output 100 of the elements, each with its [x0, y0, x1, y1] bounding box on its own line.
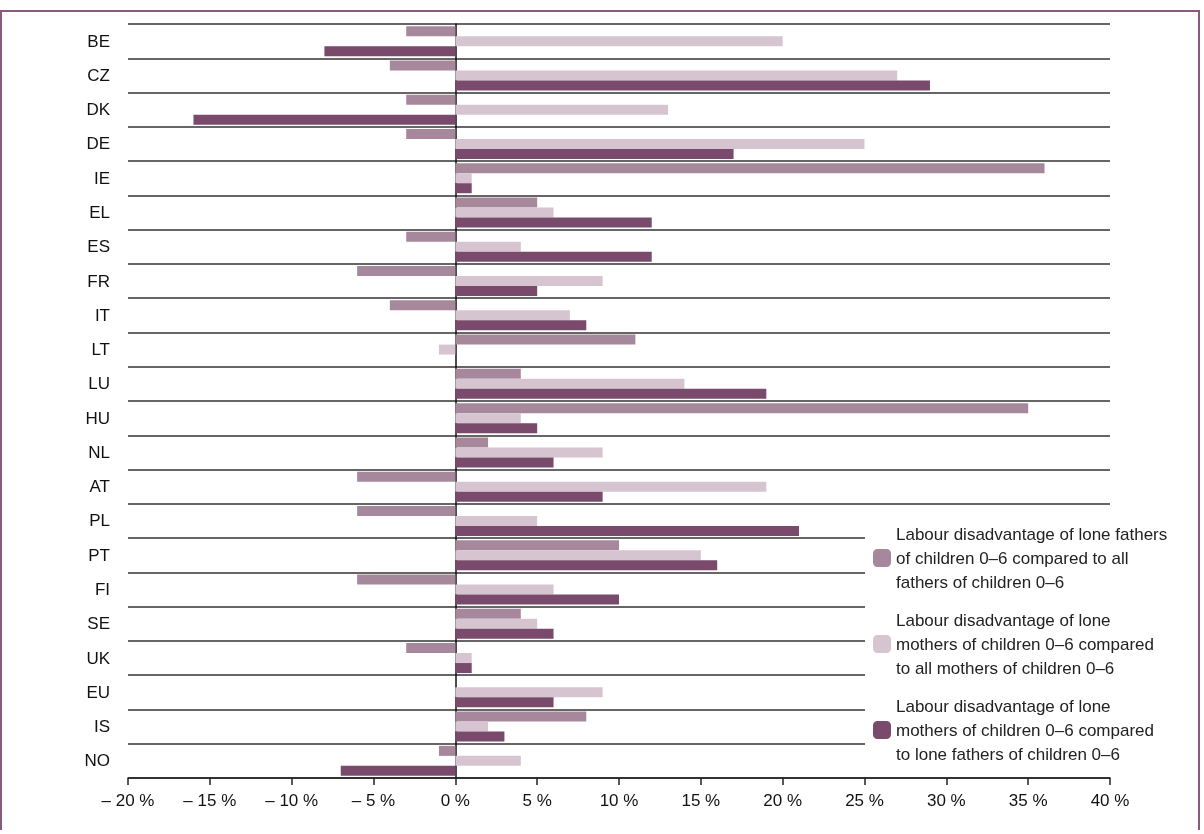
bar: [455, 378, 685, 389]
y-tick-label: DE: [86, 134, 110, 154]
x-tick-label: 10 %: [599, 791, 639, 810]
bar: [438, 344, 456, 355]
bar: [455, 197, 538, 208]
bar: [455, 697, 554, 708]
bar: [455, 687, 603, 698]
y-tick-label: BE: [87, 31, 110, 51]
bar: [455, 388, 767, 399]
y-tick-label: FI: [94, 580, 110, 599]
bar: [455, 173, 472, 184]
bar: [193, 114, 456, 125]
y-tick-label: ES: [87, 237, 110, 257]
x-tick-label: 15 %: [681, 791, 721, 810]
bar: [406, 128, 456, 139]
bar: [455, 628, 554, 639]
bar: [455, 276, 603, 287]
x-tick-label: 30 %: [926, 791, 966, 810]
x-tick-label: 5 %: [522, 791, 552, 810]
legend-label: Labour disadvantage of lone mothers of children 0–6 compared to all mothers of children 0–6: [896, 610, 1159, 678]
bar: [455, 663, 472, 674]
y-tick-label: PL: [89, 511, 110, 531]
bar: [455, 207, 554, 218]
y-tick-label: FR: [87, 271, 110, 291]
y-tick-label: CZ: [87, 65, 110, 85]
x-tick-label: 20 %: [763, 791, 803, 810]
bar: [455, 423, 538, 434]
bar: [406, 231, 456, 242]
x-tick-label: – 5 %: [351, 791, 396, 810]
bar: [406, 26, 456, 37]
bar: [455, 525, 800, 536]
y-tick-label: IE: [93, 168, 110, 188]
legend-label: Labour disadvantage of lone mothers of children 0–6 compared to lone fathers of children 0–6: [896, 696, 1159, 764]
bar: [455, 437, 489, 448]
y-tick-label: LT: [91, 340, 110, 360]
bar: [389, 60, 456, 71]
y-tick-label: AT: [89, 477, 110, 497]
y-tick-label: PT: [88, 545, 110, 565]
bar: [455, 755, 521, 766]
y-tick-label: IS: [93, 717, 110, 737]
bar: [438, 745, 456, 756]
x-tick-label: – 20 %: [101, 791, 155, 810]
bar: [357, 574, 456, 585]
bar: [455, 721, 489, 732]
y-tick-label: HU: [85, 408, 110, 428]
y-tick-label: IT: [94, 305, 110, 325]
bar: [455, 251, 652, 262]
bar: [455, 515, 538, 526]
y-tick-label: NL: [88, 442, 110, 462]
y-tick-label: UK: [86, 648, 111, 668]
bar: [324, 46, 456, 57]
bar: [406, 94, 456, 105]
x-tick-label: 35 %: [1008, 791, 1048, 810]
bar: [455, 163, 1045, 174]
bar: [455, 320, 587, 331]
bar: [455, 413, 521, 424]
bar: [455, 217, 652, 228]
bar: [357, 505, 456, 516]
y-tick-label: DK: [86, 100, 111, 120]
bar: [455, 447, 603, 458]
bar: [455, 481, 767, 492]
bar: [455, 334, 636, 345]
bar: [455, 618, 538, 629]
bar: [389, 300, 456, 311]
bar: [357, 266, 456, 277]
bar: [455, 368, 521, 379]
y-tick-label: SE: [87, 614, 110, 634]
bar: [455, 183, 472, 194]
legend-label: Labour disadvantage of lone fathers of children 0–6 compared to all fathers of children 0–6: [896, 524, 1172, 592]
bar: [455, 550, 701, 561]
bar: [455, 491, 603, 502]
y-tick-label: LU: [88, 374, 110, 394]
bar: [455, 241, 521, 252]
x-tick-label: – 10 %: [265, 791, 319, 810]
y-tick-label: NO: [84, 751, 110, 771]
bar: [455, 653, 472, 664]
bar: [455, 540, 619, 551]
x-tick-label: 25 %: [845, 791, 884, 810]
bar: [455, 731, 505, 742]
bar: [455, 608, 521, 619]
bar: [455, 560, 718, 571]
x-tick-label: 0 %: [440, 791, 470, 810]
x-tick-label: 40 %: [1090, 791, 1130, 810]
bar: [455, 104, 669, 115]
bar: [455, 584, 554, 595]
bar: [406, 643, 456, 654]
bar: [455, 138, 865, 149]
bar: [455, 286, 538, 297]
bar: [455, 310, 570, 321]
bar: [455, 594, 619, 605]
bar: [455, 148, 734, 159]
bar: [455, 36, 783, 47]
bar: [340, 765, 456, 776]
bar: [455, 711, 587, 722]
bar: [455, 403, 1029, 414]
bar: [455, 80, 930, 91]
bar: [357, 471, 456, 482]
y-tick-label: EL: [89, 203, 110, 222]
bar: [455, 457, 554, 468]
x-tick-label: – 15 %: [183, 791, 237, 810]
